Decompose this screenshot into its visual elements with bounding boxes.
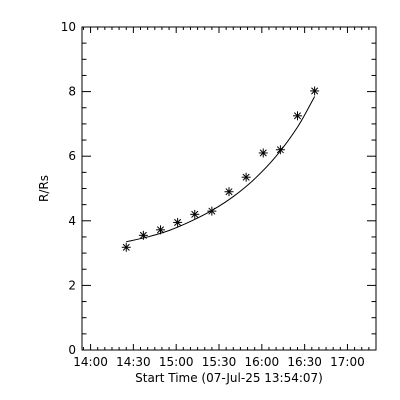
data-point xyxy=(138,230,148,240)
marker-stroke xyxy=(225,188,233,196)
data-point xyxy=(190,209,200,219)
data-point xyxy=(310,86,320,96)
y-axis-title: R/Rs xyxy=(37,175,51,202)
x-axis-ticks: 14:00 14:30 15:00 15:30 16:00 16:30 17:00 xyxy=(73,27,377,369)
data-point xyxy=(207,206,217,216)
data-point xyxy=(121,242,131,252)
marker-stroke xyxy=(242,173,250,181)
marker-stroke xyxy=(276,146,284,154)
data-point xyxy=(258,148,268,158)
y-tick-label: 0 xyxy=(68,343,76,357)
x-tick-label: 17:00 xyxy=(330,355,365,369)
data-point xyxy=(155,225,165,235)
marker-stroke xyxy=(174,218,182,226)
fit-curve xyxy=(126,96,316,243)
data-point xyxy=(293,111,303,121)
data-point xyxy=(224,187,234,197)
marker-stroke xyxy=(259,149,267,157)
y-tick-label: 8 xyxy=(68,85,76,99)
y-tick-label: 2 xyxy=(68,278,76,292)
x-axis-title: Start Time (07-Jul-25 13:54:07) xyxy=(135,371,323,385)
y-tick-label: 4 xyxy=(68,214,76,228)
marker-stroke xyxy=(208,207,216,215)
marker-stroke xyxy=(122,243,130,251)
x-tick-label: 15:00 xyxy=(159,355,194,369)
y-axis-ticks: 0 2 4 6 8 10 xyxy=(61,20,376,357)
x-tick-label: 14:30 xyxy=(116,355,151,369)
x-tick-label: 16:00 xyxy=(245,355,280,369)
y-tick-label: 10 xyxy=(61,20,76,34)
data-point xyxy=(173,217,183,227)
marker-stroke xyxy=(293,112,302,120)
data-point xyxy=(241,172,251,182)
marker-stroke xyxy=(156,226,165,234)
data-markers xyxy=(121,86,320,252)
marker-stroke xyxy=(311,87,319,95)
marker-stroke xyxy=(191,210,199,218)
data-point xyxy=(275,145,285,155)
x-tick-label: 14:00 xyxy=(73,355,108,369)
x-tick-label: 16:30 xyxy=(287,355,322,369)
x-tick-label: 15:30 xyxy=(202,355,237,369)
y-tick-label: 6 xyxy=(68,149,76,163)
marker-stroke xyxy=(139,231,147,239)
